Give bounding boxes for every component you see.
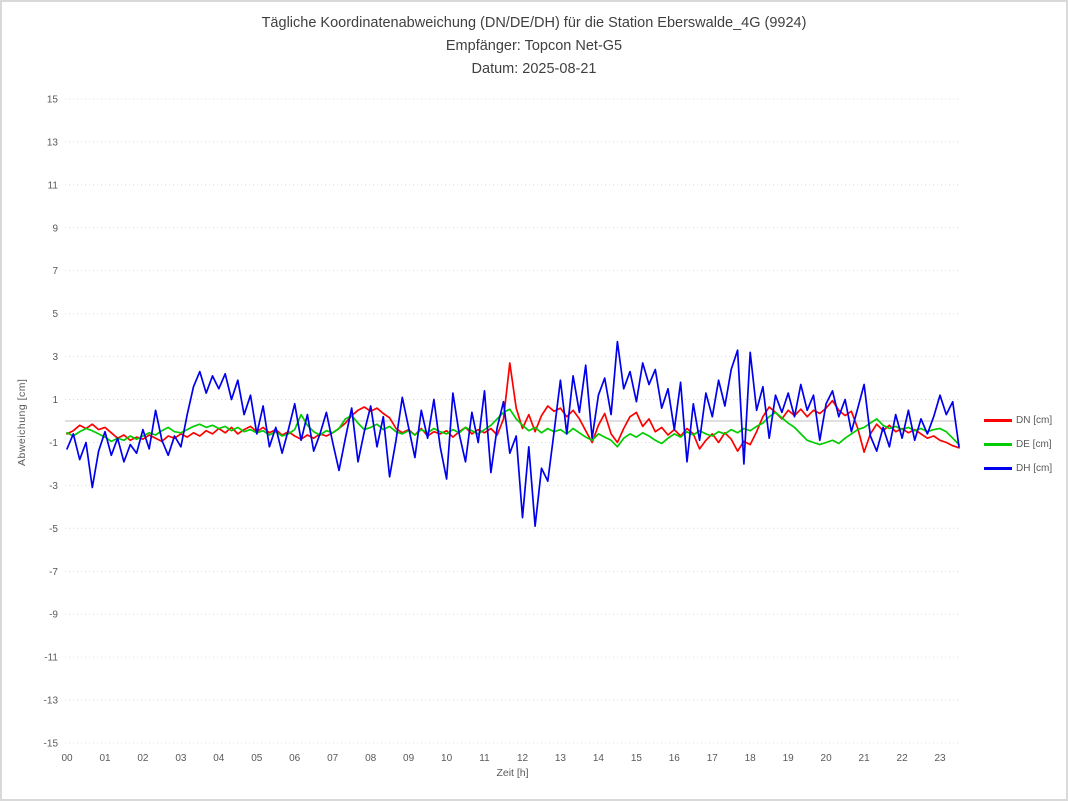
series-line-DE xyxy=(66,408,960,448)
y-tick-label: -7 xyxy=(49,567,58,578)
y-tick-label: -9 xyxy=(49,610,58,621)
x-tick-label: 08 xyxy=(365,753,377,764)
legend-label-dh: DH [cm] xyxy=(1016,462,1053,474)
x-axis-title: Zeit [h] xyxy=(496,767,529,779)
y-tick-label: 5 xyxy=(52,309,58,320)
legend-item-de: DE [cm] xyxy=(984,432,1052,456)
x-tick-label: 14 xyxy=(593,753,605,764)
dn-line-swatch xyxy=(984,418,1012,422)
x-tick-label: 20 xyxy=(821,753,833,764)
x-tick-label: 06 xyxy=(289,753,301,764)
x-tick-label: 01 xyxy=(99,753,111,764)
chart-title-block: Tägliche Koordinatenabweichung (DN/DE/DH… xyxy=(2,12,1066,81)
x-tick-label: 16 xyxy=(669,753,681,764)
x-tick-label: 07 xyxy=(327,753,339,764)
x-tick-label: 19 xyxy=(783,753,795,764)
y-tick-label: 13 xyxy=(47,137,59,148)
x-tick-label: 00 xyxy=(61,753,73,764)
y-tick-label: -15 xyxy=(44,739,59,750)
y-tick-label: 15 xyxy=(47,94,59,105)
x-tick-label: 05 xyxy=(251,753,263,764)
dh-line-swatch xyxy=(984,466,1012,470)
x-tick-label: 12 xyxy=(517,753,529,764)
series-line-DH xyxy=(66,340,960,528)
x-tick-label: 02 xyxy=(137,753,149,764)
x-tick-label: 15 xyxy=(631,753,643,764)
y-tick-label: 9 xyxy=(52,223,58,234)
x-tick-label: 13 xyxy=(555,753,567,764)
legend-label-de: DE [cm] xyxy=(1016,438,1052,450)
legend: DN [cm] DE [cm] DH [cm] xyxy=(984,408,1052,480)
x-tick-label: 10 xyxy=(441,753,453,764)
de-line-swatch xyxy=(984,442,1012,446)
y-tick-label: 7 xyxy=(52,266,58,277)
legend-item-dh: DH [cm] xyxy=(984,456,1052,480)
x-tick-label: 09 xyxy=(403,753,415,764)
y-tick-label: -13 xyxy=(44,696,59,707)
x-tick-label: 11 xyxy=(479,753,490,764)
x-tick-label: 23 xyxy=(934,753,946,764)
series-line-DN xyxy=(66,362,960,453)
y-tick-label: 1 xyxy=(52,395,58,406)
y-tick-label: -5 xyxy=(49,524,58,535)
y-tick-label: 11 xyxy=(48,180,59,191)
legend-label-dn: DN [cm] xyxy=(1016,414,1053,426)
x-tick-label: 04 xyxy=(213,753,225,764)
chart-subtitle-receiver: Empfänger: Topcon Net-G5 xyxy=(445,38,623,54)
legend-item-dn: DN [cm] xyxy=(984,408,1052,432)
y-tick-label: -3 xyxy=(49,481,58,492)
y-tick-label: -1 xyxy=(49,438,58,449)
chart-title: Tägliche Koordinatenabweichung (DN/DE/DH… xyxy=(261,15,807,31)
y-tick-label: -11 xyxy=(44,653,58,664)
x-tick-label: 21 xyxy=(859,753,871,764)
x-tick-label: 18 xyxy=(745,753,757,764)
x-tick-label: 17 xyxy=(707,753,719,764)
chart-subtitle-date: Datum: 2025-08-21 xyxy=(471,61,597,77)
x-tick-label: 03 xyxy=(175,753,187,764)
x-tick-label: 22 xyxy=(897,753,909,764)
y-tick-label: 3 xyxy=(52,352,58,363)
